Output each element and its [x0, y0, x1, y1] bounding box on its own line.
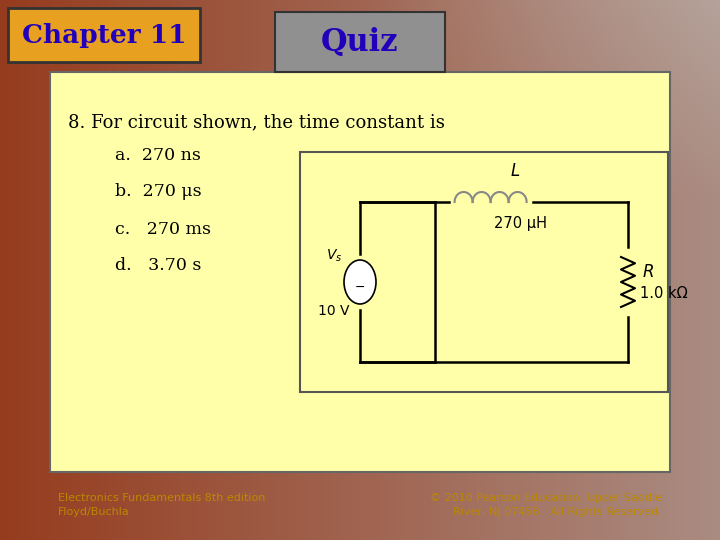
- Text: a.  270 ns: a. 270 ns: [115, 146, 201, 164]
- Text: Quiz: Quiz: [321, 26, 399, 57]
- Text: © 2010 Pearson Education, Upper Saddle
River, NJ 07458.  All Rights Reserved.: © 2010 Pearson Education, Upper Saddle R…: [430, 493, 662, 517]
- Text: c.   270 ms: c. 270 ms: [115, 220, 211, 238]
- Text: b.  270 μs: b. 270 μs: [115, 184, 202, 200]
- Text: $L$: $L$: [510, 162, 521, 180]
- Bar: [300, 152, 668, 392]
- Bar: [8, 8, 200, 62]
- Text: d.   3.70 s: d. 3.70 s: [115, 258, 202, 274]
- Text: Chapter 11: Chapter 11: [22, 23, 186, 48]
- Text: Electronics Fundamentals 8th edition
Floyd/Buchla: Electronics Fundamentals 8th edition Flo…: [58, 493, 266, 517]
- Ellipse shape: [344, 260, 376, 304]
- Bar: [50, 72, 670, 472]
- Text: $V_s$: $V_s$: [325, 248, 342, 264]
- Text: $R$: $R$: [642, 263, 654, 281]
- Text: 8. For circuit shown, the time constant is: 8. For circuit shown, the time constant …: [68, 113, 445, 131]
- Text: −: −: [355, 280, 365, 294]
- Text: 270 μH: 270 μH: [494, 216, 547, 231]
- Text: 10 V: 10 V: [318, 304, 350, 318]
- Bar: [275, 12, 445, 72]
- Text: 1.0 kΩ: 1.0 kΩ: [640, 287, 688, 301]
